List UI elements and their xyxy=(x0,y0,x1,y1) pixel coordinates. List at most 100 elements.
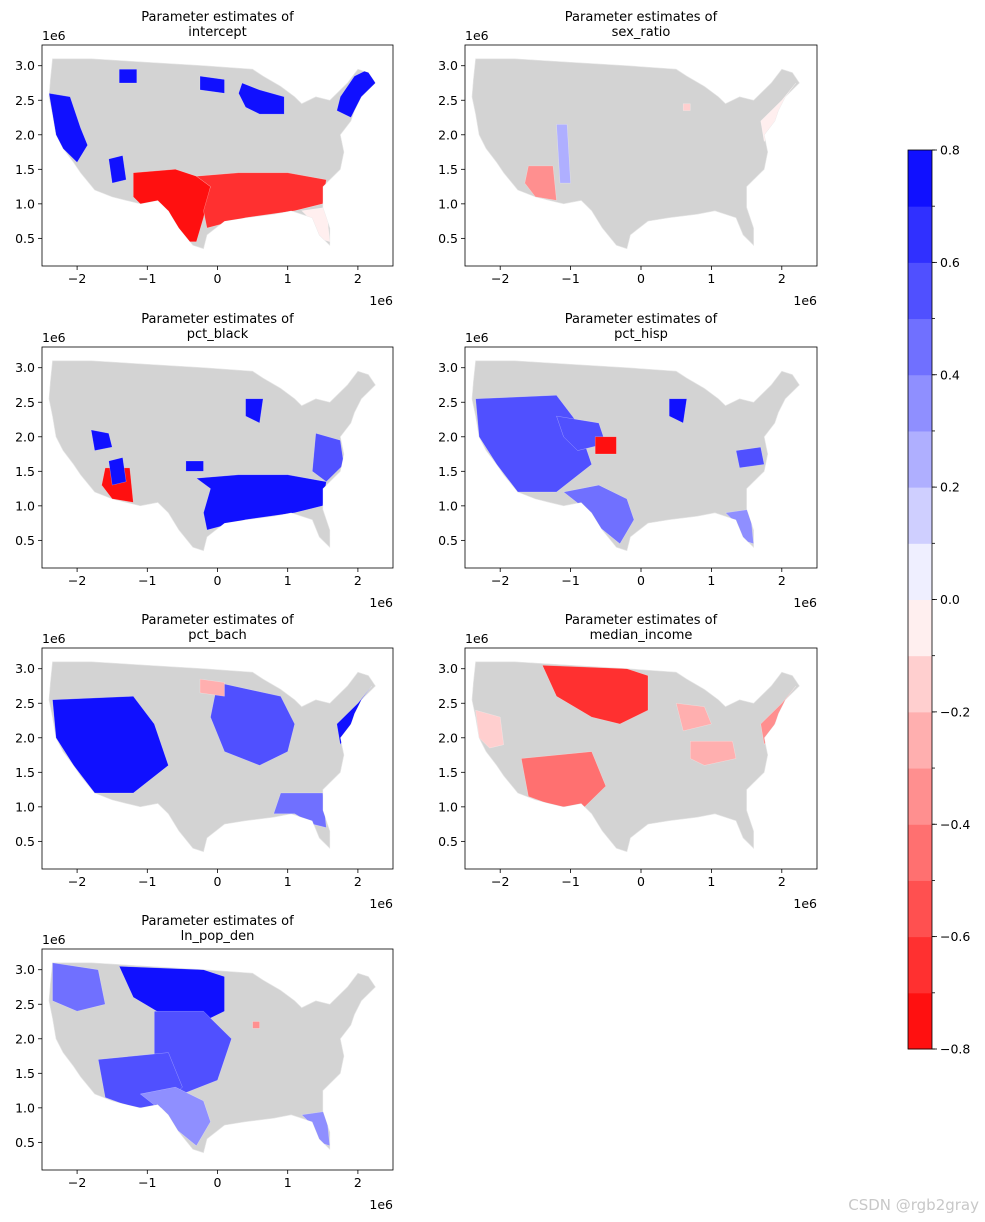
panel-title-line1: Parameter estimates of xyxy=(565,312,718,327)
region-dakota-patch xyxy=(199,75,225,94)
y-tick-label: 1.5 xyxy=(15,162,35,177)
panel-title-line2: pct_hisp xyxy=(614,327,668,342)
y-tick-label: 3.0 xyxy=(438,661,458,676)
y-tick-label: 2.0 xyxy=(15,429,35,444)
y-tick-label: 0.5 xyxy=(15,834,35,849)
colorbar-tick-label: 0.4 xyxy=(940,367,960,382)
region-montana-patch xyxy=(118,68,138,84)
y-tick-label: 2.0 xyxy=(438,730,458,745)
y-tick-label: 2.5 xyxy=(15,696,35,711)
x-offset-label: 1e6 xyxy=(369,896,393,911)
region-southeast-coast xyxy=(273,792,327,828)
region-wisconsin xyxy=(669,398,688,424)
x-tick-label: 0 xyxy=(214,271,222,286)
region-southeast xyxy=(195,172,327,229)
watermark: CSDN @rgb2gray xyxy=(848,1196,979,1214)
x-tick-label: 0 xyxy=(637,271,645,286)
y-tick-label: 2.0 xyxy=(15,730,35,745)
y-tick-label: 0.5 xyxy=(15,231,35,246)
colorbar-band xyxy=(908,599,932,657)
panel-title-line1: Parameter estimates of xyxy=(565,613,718,628)
region-layer xyxy=(52,962,331,1147)
y-offset-label: 1e6 xyxy=(42,28,66,43)
y-tick-label: 3.0 xyxy=(438,58,458,73)
region-great-lakes xyxy=(238,82,285,115)
x-tick-label: −1 xyxy=(138,271,156,286)
x-tick-label: 0 xyxy=(214,1175,222,1190)
region-florida xyxy=(301,1111,331,1147)
y-tick-label: 2.5 xyxy=(15,997,35,1012)
y-tick-label: 0.5 xyxy=(15,1135,35,1150)
colorbar-tick-label: 0.0 xyxy=(940,592,960,607)
region-michigan-point xyxy=(683,103,691,111)
x-tick-label: 0 xyxy=(214,573,222,588)
y-tick-label: 2.5 xyxy=(438,93,458,108)
region-colorado-nm-strip xyxy=(556,124,571,184)
y-tick-label: 1.5 xyxy=(15,464,35,479)
colorbar-band xyxy=(908,262,932,320)
colorbar-band xyxy=(908,824,932,881)
x-tick-label: 1 xyxy=(284,573,292,588)
x-tick-label: −1 xyxy=(138,573,156,588)
x-tick-label: 1 xyxy=(284,271,292,286)
region-layer xyxy=(475,395,765,545)
region-northwest xyxy=(52,962,106,1012)
y-offset-label: 1e6 xyxy=(465,631,489,646)
x-tick-label: −2 xyxy=(68,271,86,286)
panel-title-line2: intercept xyxy=(188,25,247,40)
panel-title-line2: pct_bach xyxy=(188,628,247,643)
region-northern-plains xyxy=(542,665,649,725)
colorbar: 0.8 0.6 0.4 0.2 0.0 −0.2 −0.4 −0.6 −0.8 xyxy=(907,143,970,1057)
region-nevada-patch xyxy=(108,457,127,486)
x-tick-label: −1 xyxy=(561,271,579,286)
region-wisconsin-point xyxy=(252,1021,260,1029)
y-tick-label: 1.0 xyxy=(15,196,35,211)
y-tick-label: 1.5 xyxy=(438,765,458,780)
region-layer xyxy=(49,68,376,243)
x-tick-label: 0 xyxy=(637,874,645,889)
colorbar-tick-label: 0.6 xyxy=(940,255,960,270)
region-southwest xyxy=(521,751,607,807)
x-tick-label: 2 xyxy=(778,573,786,588)
region-west xyxy=(52,696,169,794)
y-tick-label: 1.5 xyxy=(438,464,458,479)
panel-title-line1: Parameter estimates of xyxy=(141,10,294,25)
x-offset-label: 1e6 xyxy=(369,1197,393,1212)
y-tick-label: 3.0 xyxy=(438,360,458,375)
region-wisconsin xyxy=(245,398,264,424)
panel-title-line1: Parameter estimates of xyxy=(141,312,294,327)
region-california xyxy=(475,709,504,749)
y-tick-label: 2.0 xyxy=(15,1031,35,1046)
region-nebraska xyxy=(595,436,617,455)
y-tick-label: 1.5 xyxy=(15,1066,35,1081)
region-california-oregon xyxy=(49,93,88,163)
y-offset-label: 1e6 xyxy=(465,330,489,345)
region-arizona xyxy=(524,165,557,201)
colorbar-tick-label: −0.4 xyxy=(940,817,970,832)
region-ohio-valley xyxy=(690,741,737,766)
x-tick-label: 1 xyxy=(284,1175,292,1190)
x-tick-label: 1 xyxy=(707,573,715,588)
y-tick-label: 3.0 xyxy=(15,360,35,375)
colorbar-tick-label: −0.6 xyxy=(940,929,970,944)
y-tick-label: 1.0 xyxy=(15,799,35,814)
y-tick-label: 2.0 xyxy=(438,429,458,444)
colorbar-band xyxy=(908,936,932,994)
panel-title-line1: Parameter estimates of xyxy=(141,914,294,929)
colorbar-band xyxy=(908,880,932,938)
region-florida xyxy=(725,509,754,545)
y-tick-label: 2.0 xyxy=(15,127,35,142)
region-new-england xyxy=(336,68,376,118)
y-tick-label: 3.0 xyxy=(15,661,35,676)
y-offset-label: 1e6 xyxy=(42,932,66,947)
y-tick-label: 2.5 xyxy=(438,395,458,410)
colorbar-band xyxy=(908,318,932,376)
y-tick-label: 0.5 xyxy=(438,834,458,849)
region-layer xyxy=(90,398,345,531)
colorbar-band xyxy=(908,487,932,544)
